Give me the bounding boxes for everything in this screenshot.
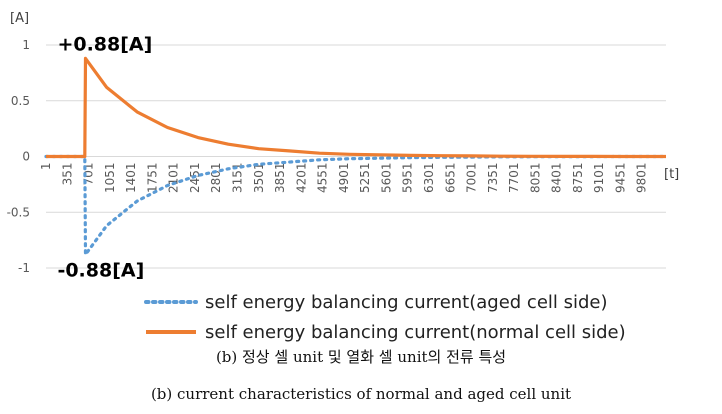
x-tick-label: 4901: [337, 163, 351, 194]
x-tick-label: 1051: [103, 163, 117, 194]
y-axis: 1 0.5 0 -0.5 -1: [7, 38, 30, 275]
annotation-peak: +0.88[A]: [57, 33, 152, 55]
caption-korean: (b) 정상 셀 unit 및 열화 셀 unit의 전류 특성: [215, 348, 507, 366]
x-tick-label: 6301: [422, 163, 436, 194]
x-tick-label: 2101: [167, 163, 181, 194]
legend: self energy balancing current(aged cell …: [144, 292, 626, 343]
legend-label-normal: self energy balancing current(normal cel…: [205, 322, 626, 343]
x-tick-label: 7701: [507, 163, 521, 194]
x-tick-label: 4201: [294, 163, 308, 194]
grid-lines: [46, 44, 666, 269]
x-tick-label: 4551: [316, 163, 330, 194]
x-tick-label: 1401: [124, 163, 138, 194]
x-tick-label: 8401: [550, 163, 564, 194]
x-tick-label: 1: [39, 163, 53, 171]
x-tick-label: 8051: [528, 163, 542, 194]
x-tick-label: 5601: [379, 163, 393, 194]
x-tick-label: 5951: [401, 163, 415, 194]
x-tick-label: 7001: [465, 163, 479, 194]
x-tick-label: 6651: [443, 163, 457, 194]
series-group: [44, 56, 668, 257]
x-tick-label: 9101: [592, 163, 606, 194]
x-tick-label: 7351: [486, 163, 500, 194]
x-axis-unit: [t]: [664, 167, 679, 182]
y-tick-label: -1: [18, 261, 30, 275]
caption-english: (b) current characteristics of normal an…: [150, 385, 572, 403]
x-tick-label: 5251: [358, 163, 372, 194]
chart: 10.50-0.5-1 1 351 701 1051 1401 1751 2101 2451 2…: [7, 11, 680, 343]
series-line-normal: [46, 56, 666, 159]
legend-label-aged: self energy balancing current(aged cell …: [205, 292, 608, 313]
y-tick-label: 0.5: [11, 94, 30, 108]
x-tick-label: 1751: [145, 163, 159, 194]
x-tick-label: 3851: [273, 163, 287, 194]
x-tick-label: 3151: [230, 163, 244, 194]
x-tick-label: 8751: [571, 163, 585, 194]
annotation-trough: -0.88[A]: [57, 260, 144, 282]
x-tick-label: 3501: [252, 163, 266, 194]
y-axis-unit: [A]: [10, 11, 29, 26]
x-tick-label: 351: [60, 163, 74, 186]
x-tick-label: 9801: [635, 163, 649, 194]
x-axis: 1 351 701 1051 1401 1751 2101 2451 2801 3151 3501 3…: [39, 156, 666, 194]
annotations: +0.88[A] -0.88[A]: [57, 33, 152, 281]
y-tick-label: 0: [22, 150, 30, 164]
x-tick-label: 2801: [209, 163, 223, 194]
y-tick-label: -0.5: [7, 205, 30, 219]
y-tick-label: 1: [22, 38, 30, 52]
x-tick-label: 9451: [613, 163, 627, 194]
